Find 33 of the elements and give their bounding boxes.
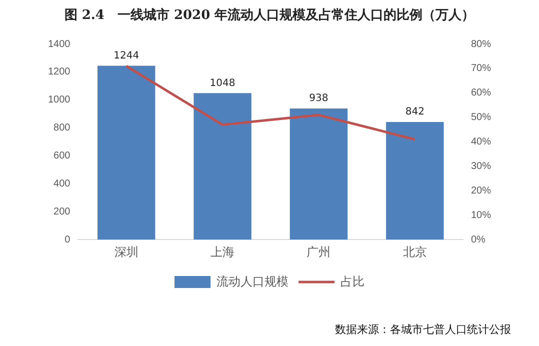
data-label: 842 <box>405 106 424 118</box>
y-tick-label: 1000 <box>48 94 71 106</box>
y-tick-label: 600 <box>54 150 71 162</box>
y-tick-label: 200 <box>54 206 71 218</box>
source-note: 数据来源：各城市七普人口统计公报 <box>335 322 511 337</box>
y2-tick-label: 20% <box>470 185 492 196</box>
y2-tick-label: 0% <box>470 234 486 246</box>
y2-tick-label: 40% <box>470 136 492 148</box>
bar <box>386 122 444 240</box>
y-tick-label: 1200 <box>48 66 71 78</box>
legend-label: 流动人口规模 <box>216 274 288 288</box>
data-label: 1048 <box>210 78 236 89</box>
bar <box>97 66 156 240</box>
data-label: 1244 <box>114 50 140 62</box>
y-tick-label: 0 <box>64 234 71 246</box>
y2-tick-label: 50% <box>470 112 492 124</box>
y2-tick-label: 30% <box>470 161 492 172</box>
x-tick-label: 上海 <box>210 245 235 260</box>
y-tick-label: 1400 <box>48 38 71 50</box>
x-tick-label: 北京 <box>402 245 427 260</box>
bar <box>194 93 252 240</box>
x-tick-label: 广州 <box>306 245 331 260</box>
data-label: 938 <box>309 93 328 104</box>
y2-tick-label: 70% <box>470 63 492 74</box>
chart-title: 图 2.4 一线城市 2020 年流动人口规模及占常住人口的比例（万人） <box>63 6 476 24</box>
bar <box>290 108 348 240</box>
y2-tick-label: 80% <box>470 38 492 50</box>
y-tick-label: 800 <box>54 122 71 134</box>
y-tick-label: 400 <box>54 178 71 190</box>
y2-tick-label: 10% <box>470 210 492 221</box>
x-tick-label: 深圳 <box>114 245 138 260</box>
legend-label: 占比 <box>340 274 364 288</box>
y2-tick-label: 60% <box>470 88 492 99</box>
